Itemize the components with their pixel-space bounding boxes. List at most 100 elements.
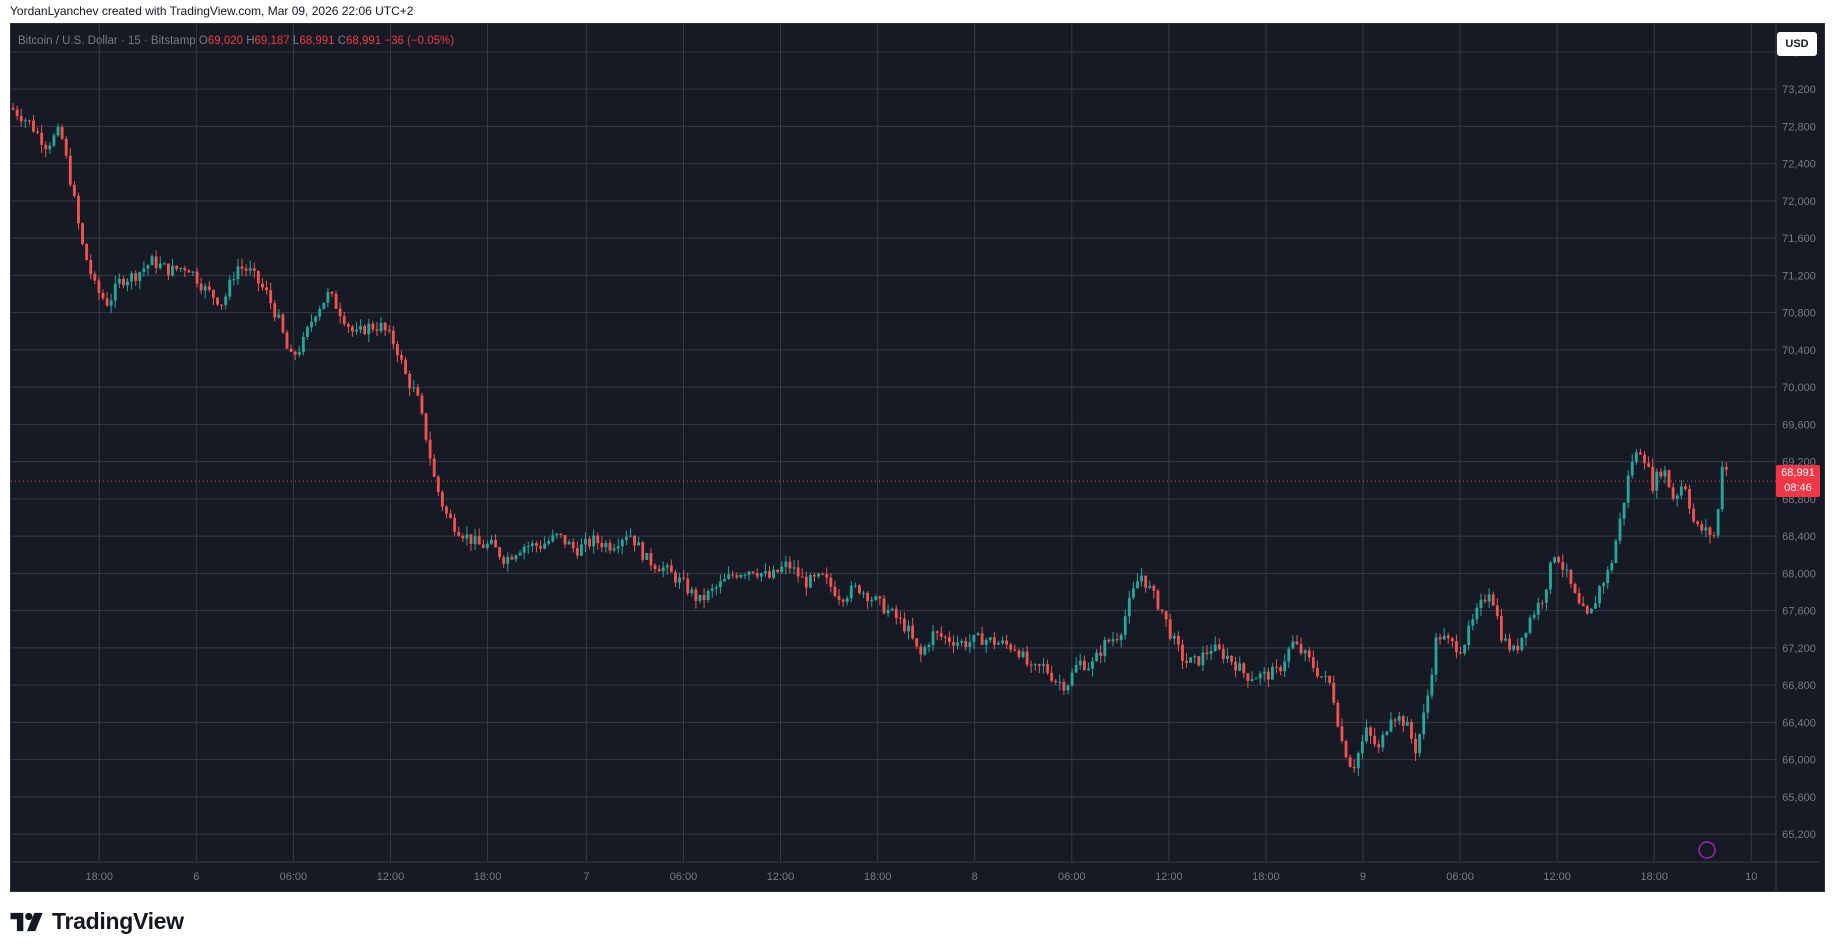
candle-body bbox=[1070, 672, 1074, 686]
candle-body bbox=[461, 535, 465, 539]
candle-body bbox=[1647, 463, 1651, 467]
candle-body bbox=[1385, 731, 1389, 735]
candle-body bbox=[187, 270, 191, 273]
candle-body bbox=[1066, 685, 1070, 691]
candle-body bbox=[273, 303, 277, 318]
candle-body bbox=[1299, 644, 1303, 654]
bar-countdown: 08:46 bbox=[1784, 482, 1812, 495]
high-label: H bbox=[246, 35, 255, 47]
candle-body bbox=[915, 638, 919, 647]
candle-body bbox=[575, 548, 579, 556]
candle-body bbox=[1340, 726, 1344, 742]
candle-body bbox=[146, 265, 150, 269]
high-value: 69,187 bbox=[254, 35, 290, 47]
candle-body bbox=[751, 571, 755, 574]
candle-body bbox=[1483, 599, 1487, 602]
candle-body bbox=[1418, 734, 1422, 754]
candle-body bbox=[338, 308, 342, 317]
candle-body bbox=[265, 287, 268, 291]
x-tick-label: 6 bbox=[193, 871, 199, 883]
candle-body bbox=[301, 336, 305, 353]
candle-body bbox=[1369, 727, 1372, 736]
candle-body bbox=[1504, 638, 1507, 641]
chart-panel[interactable] bbox=[10, 23, 1825, 892]
candle-body bbox=[841, 599, 845, 602]
candle-body bbox=[1086, 668, 1090, 671]
candle-body bbox=[563, 534, 567, 545]
candle-body bbox=[1683, 486, 1687, 490]
candle-body bbox=[1160, 609, 1164, 612]
candle-body bbox=[1013, 649, 1017, 651]
candle-body bbox=[277, 314, 281, 318]
y-tick-label: 72,400 bbox=[1782, 159, 1816, 171]
candle-body bbox=[1099, 652, 1103, 656]
candle-body bbox=[408, 373, 412, 389]
candle-body bbox=[1315, 667, 1319, 677]
candle-body bbox=[919, 646, 923, 655]
candle-body bbox=[379, 322, 383, 332]
candle-body bbox=[645, 553, 649, 560]
candle-body bbox=[1634, 452, 1638, 463]
candle-body bbox=[485, 543, 489, 548]
candle-body bbox=[1569, 569, 1573, 584]
candle-body bbox=[1091, 661, 1094, 669]
x-tick-label: 12:00 bbox=[1155, 871, 1183, 883]
candle-body bbox=[649, 553, 653, 566]
candle-body bbox=[661, 567, 665, 572]
candle-body bbox=[1442, 635, 1446, 640]
candle-body bbox=[1050, 672, 1054, 681]
y-tick-label: 65,600 bbox=[1782, 792, 1816, 804]
candle-body bbox=[506, 556, 510, 564]
candle-body bbox=[1516, 645, 1520, 651]
candle-body bbox=[510, 556, 514, 560]
x-tick-label: 06:00 bbox=[670, 871, 698, 883]
candle-body bbox=[126, 281, 129, 286]
y-tick-label: 68,400 bbox=[1782, 531, 1816, 543]
candle-body bbox=[567, 541, 571, 545]
candle-body bbox=[1467, 625, 1471, 646]
candle-body bbox=[1119, 634, 1123, 641]
candle-body bbox=[1463, 645, 1467, 654]
y-tick-label: 70,800 bbox=[1782, 308, 1816, 320]
candle-body bbox=[829, 577, 833, 587]
candle-body bbox=[1499, 615, 1503, 641]
candle-body bbox=[1279, 667, 1283, 672]
candle-body bbox=[1131, 588, 1135, 598]
candle-body bbox=[77, 195, 80, 224]
candle-body bbox=[1197, 656, 1201, 666]
candle-body bbox=[845, 598, 849, 602]
candle-body bbox=[477, 536, 481, 545]
candle-body bbox=[1164, 611, 1168, 620]
x-tick-label: 12:00 bbox=[1543, 871, 1571, 883]
candle-body bbox=[171, 265, 174, 276]
tradingview-logo[interactable]: TradingView bbox=[10, 908, 184, 935]
candle-body bbox=[346, 324, 350, 327]
candle-body bbox=[1495, 605, 1499, 616]
candle-body bbox=[40, 132, 44, 145]
candle-body bbox=[678, 577, 681, 583]
candle-body bbox=[1581, 603, 1585, 607]
candle-body bbox=[457, 531, 461, 536]
candle-body bbox=[220, 304, 224, 306]
candle-body bbox=[248, 268, 252, 271]
candle-body bbox=[375, 329, 379, 332]
candle-body bbox=[1434, 637, 1438, 675]
currency-button[interactable]: USD bbox=[1777, 32, 1817, 56]
candle-body bbox=[874, 596, 878, 600]
candle-body bbox=[1708, 527, 1712, 536]
chart-caption: YordanLyanchev created with TradingView.… bbox=[10, 4, 414, 18]
candle-body bbox=[1115, 639, 1119, 641]
candle-body bbox=[600, 543, 604, 548]
last-price-badge: 68,991 08:46 bbox=[1776, 465, 1820, 498]
candle-body bbox=[1025, 651, 1029, 665]
candle-body bbox=[1348, 757, 1352, 767]
candle-body bbox=[32, 120, 35, 132]
candle-body bbox=[64, 138, 68, 156]
candle-body bbox=[130, 273, 134, 282]
candle-body bbox=[395, 344, 399, 356]
candle-body bbox=[1001, 640, 1004, 644]
candle-body bbox=[1250, 679, 1254, 681]
candle-body bbox=[980, 633, 984, 645]
candle-body bbox=[1381, 734, 1385, 748]
